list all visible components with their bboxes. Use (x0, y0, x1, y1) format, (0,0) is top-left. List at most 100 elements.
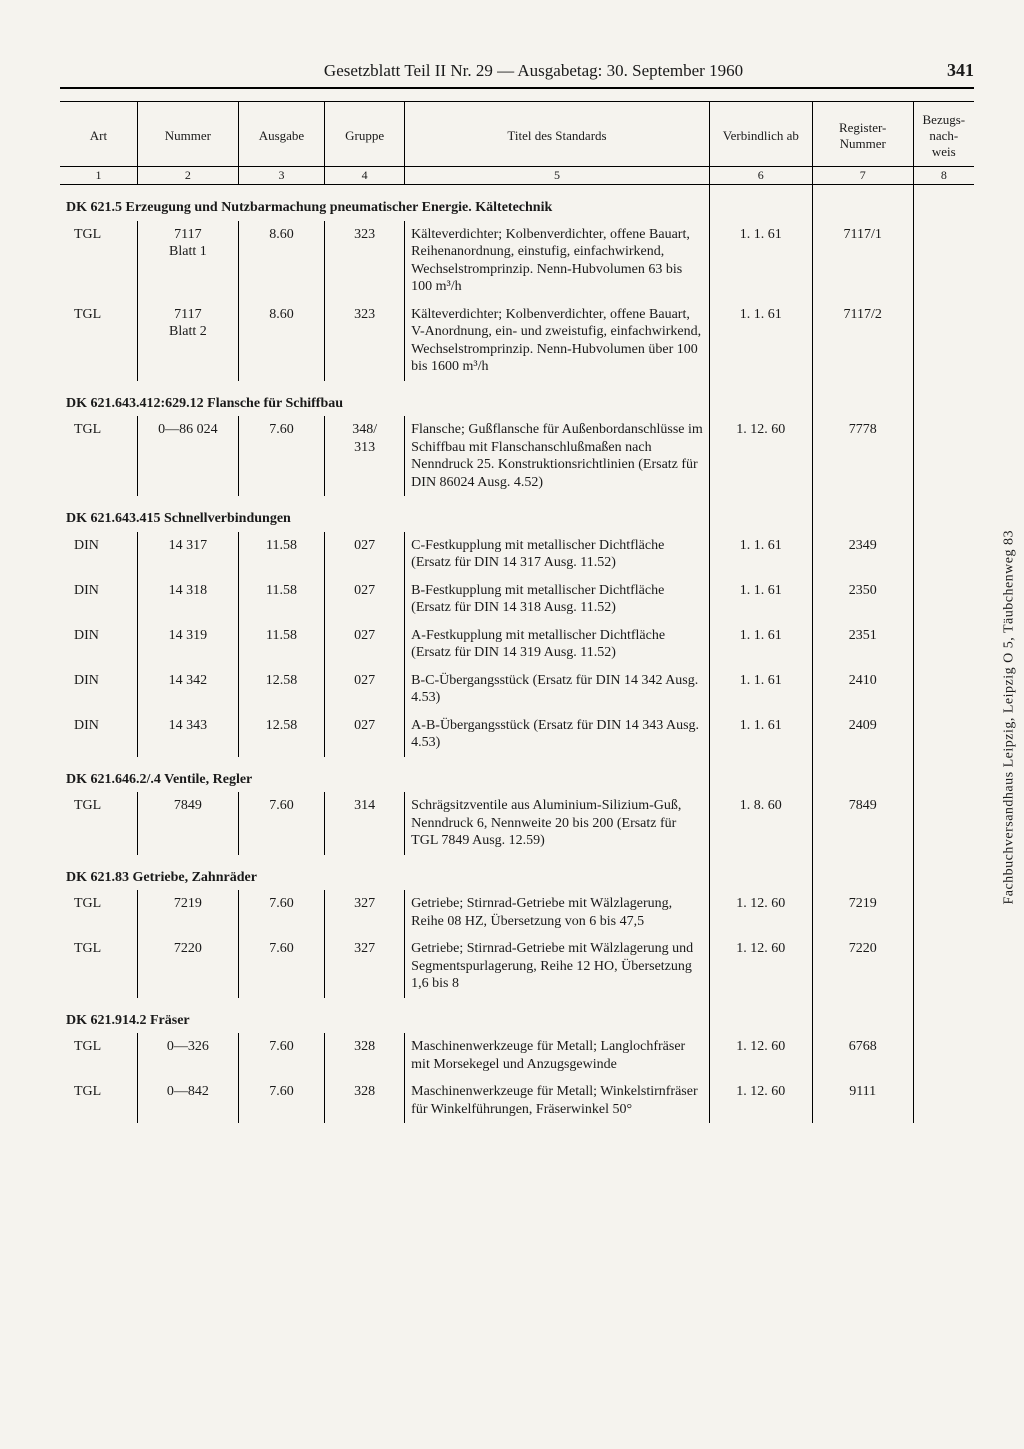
cell-titel: Schrägsitzventile aus Aluminium-Silizium… (405, 792, 710, 855)
section-empty-cell (709, 381, 812, 417)
cell-art: TGL (60, 221, 137, 301)
table-row: TGL0—8427.60328Maschinenwerkzeuge für Me… (60, 1078, 974, 1123)
cell-ausgabe: 11.58 (238, 622, 324, 667)
section-heading: DK 621.83 Getriebe, Zahnräder (60, 855, 709, 891)
cell-verbindlich: 1. 8. 60 (709, 792, 812, 855)
table-row: DIN14 31711.58027C-Festkupplung mit meta… (60, 532, 974, 577)
cell-verbindlich: 1. 1. 61 (709, 221, 812, 301)
section-heading-row: DK 621.643.415 Schnellverbindungen (60, 496, 974, 532)
table-row: TGL72207.60327Getriebe; Stirnrad-Getrieb… (60, 935, 974, 998)
cell-register: 2409 (812, 712, 913, 757)
cell-ausgabe: 12.58 (238, 712, 324, 757)
cell-bezug (913, 416, 974, 496)
section-empty-cell (812, 757, 913, 793)
cell-gruppe: 348/313 (325, 416, 405, 496)
col-header-bezug: Bezugs-nach-weis (913, 102, 974, 167)
cell-register: 2351 (812, 622, 913, 667)
col-header-nummer: Nummer (137, 102, 238, 167)
cell-ausgabe: 7.60 (238, 935, 324, 998)
cell-verbindlich: 1. 12. 60 (709, 1033, 812, 1078)
cell-art: TGL (60, 301, 137, 381)
section-heading: DK 621.646.2/.4 Ventile, Regler (60, 757, 709, 793)
colnum-4: 4 (325, 167, 405, 185)
cell-titel: Flansche; Gußflansche für Außenbordansch… (405, 416, 710, 496)
cell-art: DIN (60, 532, 137, 577)
cell-art: DIN (60, 622, 137, 667)
document-page: Gesetzblatt Teil II Nr. 29 — Ausgabetag:… (0, 0, 1024, 1449)
cell-bezug (913, 935, 974, 998)
cell-gruppe: 027 (325, 667, 405, 712)
cell-ausgabe: 12.58 (238, 667, 324, 712)
cell-ausgabe: 8.60 (238, 301, 324, 381)
section-empty-cell (812, 496, 913, 532)
cell-bezug (913, 1033, 974, 1078)
table-row: DIN14 31811.58027B-Festkupplung mit meta… (60, 577, 974, 622)
col-header-register: Register-Nummer (812, 102, 913, 167)
section-empty-cell (812, 998, 913, 1034)
cell-verbindlich: 1. 12. 60 (709, 1078, 812, 1123)
cell-nummer: 0—842 (137, 1078, 238, 1123)
section-empty-cell (913, 496, 974, 532)
cell-ausgabe: 7.60 (238, 1033, 324, 1078)
cell-titel: Getriebe; Stirnrad-Getriebe mit Wälzlage… (405, 935, 710, 998)
table-row: TGL7117Blatt 18.60323Kälteverdichter; Ko… (60, 221, 974, 301)
section-empty-cell (709, 998, 812, 1034)
cell-ausgabe: 7.60 (238, 792, 324, 855)
cell-register: 6768 (812, 1033, 913, 1078)
cell-nummer: 7220 (137, 935, 238, 998)
section-empty-cell (913, 381, 974, 417)
cell-titel: B-Festkupplung mit metallischer Dichtflä… (405, 577, 710, 622)
cell-register: 7849 (812, 792, 913, 855)
cell-register: 2410 (812, 667, 913, 712)
side-note: Fachbuchversandhaus Leipzig, Leipzig O 5… (1002, 530, 1018, 905)
section-empty-cell (709, 496, 812, 532)
section-empty-cell (913, 855, 974, 891)
cell-ausgabe: 7.60 (238, 890, 324, 935)
cell-bezug (913, 301, 974, 381)
cell-verbindlich: 1. 1. 61 (709, 577, 812, 622)
cell-register: 9111 (812, 1078, 913, 1123)
cell-gruppe: 323 (325, 301, 405, 381)
cell-art: DIN (60, 577, 137, 622)
cell-art: TGL (60, 935, 137, 998)
cell-nummer: 7219 (137, 890, 238, 935)
colnum-1: 1 (60, 167, 137, 185)
cell-ausgabe: 7.60 (238, 1078, 324, 1123)
header-title: Gesetzblatt Teil II Nr. 29 — Ausgabetag:… (120, 61, 947, 81)
cell-nummer: 14 319 (137, 622, 238, 667)
cell-register: 7219 (812, 890, 913, 935)
table-body: DK 621.5 Erzeugung und Nutzbarmachung pn… (60, 185, 974, 1124)
col-header-verbindlich: Verbindlich ab (709, 102, 812, 167)
section-heading-row: DK 621.5 Erzeugung und Nutzbarmachung pn… (60, 185, 974, 221)
col-header-art: Art (60, 102, 137, 167)
table-row: TGL0—86 0247.60348/313Flansche; Gußflans… (60, 416, 974, 496)
cell-bezug (913, 622, 974, 667)
cell-gruppe: 328 (325, 1033, 405, 1078)
cell-gruppe: 027 (325, 622, 405, 667)
section-heading-row: DK 621.914.2 Fräser (60, 998, 974, 1034)
cell-verbindlich: 1. 1. 61 (709, 667, 812, 712)
cell-bezug (913, 792, 974, 855)
col-header-titel: Titel des Standards (405, 102, 710, 167)
section-heading-row: DK 621.643.412:629.12 Flansche für Schif… (60, 381, 974, 417)
cell-nummer: 14 317 (137, 532, 238, 577)
table-header: Art Nummer Ausgabe Gruppe Titel des Stan… (60, 102, 974, 167)
cell-nummer: 7117Blatt 1 (137, 221, 238, 301)
section-empty-cell (913, 185, 974, 221)
section-empty-cell (709, 855, 812, 891)
table-row: TGL0—3267.60328Maschinenwerkzeuge für Me… (60, 1033, 974, 1078)
cell-register: 2350 (812, 577, 913, 622)
cell-gruppe: 027 (325, 712, 405, 757)
cell-art: TGL (60, 1078, 137, 1123)
cell-gruppe: 327 (325, 890, 405, 935)
section-heading-row: DK 621.646.2/.4 Ventile, Regler (60, 757, 974, 793)
cell-gruppe: 027 (325, 577, 405, 622)
section-heading: DK 621.5 Erzeugung und Nutzbarmachung pn… (60, 185, 709, 221)
cell-bezug (913, 532, 974, 577)
table-row: TGL72197.60327Getriebe; Stirnrad-Getrieb… (60, 890, 974, 935)
cell-art: TGL (60, 792, 137, 855)
table-row: TGL78497.60314Schrägsitzventile aus Alum… (60, 792, 974, 855)
cell-art: TGL (60, 890, 137, 935)
colnum-7: 7 (812, 167, 913, 185)
colnum-8: 8 (913, 167, 974, 185)
